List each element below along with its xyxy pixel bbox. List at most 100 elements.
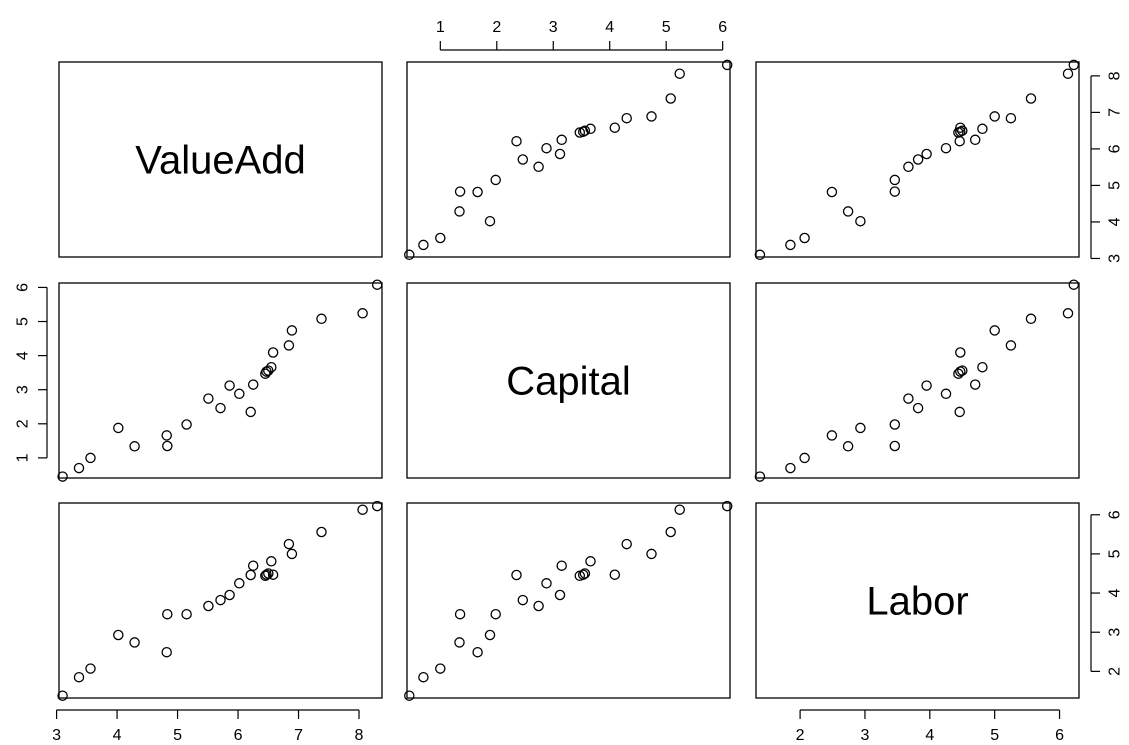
data-point <box>577 569 589 580</box>
tick-label: 3 <box>1107 254 1124 263</box>
panel-labor-vs-valueadd <box>57 500 383 701</box>
data-point <box>977 361 988 373</box>
data-point <box>162 608 173 620</box>
data-point <box>533 600 544 612</box>
data-point <box>646 111 657 122</box>
data-point <box>215 594 226 606</box>
data-point <box>247 560 259 571</box>
tick-label: 6 <box>15 283 32 292</box>
panel-capital-vs-capital: Capital <box>406 282 731 479</box>
data-point <box>940 142 952 154</box>
data-point <box>113 422 124 434</box>
data-point <box>842 441 854 452</box>
data-point <box>161 646 172 658</box>
tick-label: 5 <box>15 317 32 326</box>
data-point <box>129 441 140 452</box>
panel-labor-vs-labor: Labor <box>755 502 1080 699</box>
data-point <box>1068 59 1080 71</box>
tick-label: 5 <box>1107 181 1124 190</box>
data-point <box>554 589 566 601</box>
data-point <box>1005 340 1017 351</box>
data-point <box>435 663 446 674</box>
tick-label: 4 <box>1107 217 1124 226</box>
tick-label: 2 <box>1107 667 1124 676</box>
data-point <box>957 365 968 376</box>
panel-valueadd-vs-valueadd: ValueAdd <box>58 61 383 258</box>
panel-capital-vs-valueadd <box>57 279 383 482</box>
data-point <box>921 148 932 160</box>
data-point <box>435 232 446 244</box>
tick-label: 2 <box>15 419 32 428</box>
data-point <box>556 560 567 571</box>
panel-frame <box>406 61 731 258</box>
panel-frame <box>406 282 731 479</box>
data-point <box>665 526 676 538</box>
tick-label: 5 <box>173 727 182 744</box>
data-point <box>260 570 271 582</box>
data-point <box>889 440 901 452</box>
data-point <box>203 600 214 612</box>
data-point <box>371 279 383 290</box>
data-point <box>955 347 966 358</box>
tick-label: 4 <box>113 727 122 744</box>
tick-label: 6 <box>718 19 727 36</box>
tick-label: 4 <box>15 351 32 360</box>
tick-label: 5 <box>662 19 671 36</box>
tick-label: 2 <box>492 19 501 36</box>
data-point <box>490 174 501 186</box>
panel-frame <box>755 61 1080 258</box>
data-point <box>181 419 192 430</box>
data-point <box>129 637 140 648</box>
data-point <box>955 126 966 137</box>
data-point <box>73 462 85 474</box>
variable-label-valueadd: ValueAdd <box>135 139 306 183</box>
data-point <box>266 361 277 373</box>
panel-frame <box>755 502 1080 699</box>
tick-label: 8 <box>1107 71 1124 80</box>
tick-label: 3 <box>15 385 32 394</box>
data-point <box>484 629 496 641</box>
data-point <box>1068 279 1080 290</box>
data-point <box>940 388 952 400</box>
data-point <box>283 340 295 351</box>
data-point <box>577 126 589 137</box>
data-point <box>203 393 214 404</box>
data-point <box>842 206 854 217</box>
axis-top-capital: 1 2 3 4 5 6 <box>436 19 727 51</box>
tick-label: 7 <box>1107 108 1124 117</box>
data-point <box>517 594 529 606</box>
data-point <box>404 690 415 701</box>
data-point <box>977 123 988 135</box>
tick-label: 5 <box>1107 549 1124 558</box>
data-point <box>266 556 277 567</box>
data-point <box>454 186 466 197</box>
data-point <box>260 368 271 379</box>
data-point <box>181 608 192 620</box>
data-point <box>454 608 466 620</box>
axis-right-labor: 2 3 4 5 6 <box>1090 510 1124 676</box>
data-point <box>161 430 172 441</box>
data-point <box>454 206 465 217</box>
data-point <box>912 154 924 165</box>
data-point <box>721 500 733 512</box>
data-point <box>472 186 483 198</box>
data-point <box>921 380 932 391</box>
tick-label: 4 <box>1107 589 1124 598</box>
data-point <box>454 637 465 648</box>
data-point <box>785 239 796 251</box>
data-point <box>247 379 259 390</box>
data-point <box>889 174 901 186</box>
data-point <box>224 380 235 391</box>
data-point <box>903 161 914 173</box>
data-point <box>954 135 965 147</box>
data-point <box>533 161 544 173</box>
data-point <box>621 112 632 124</box>
variable-label-capital: Capital <box>506 360 631 404</box>
data-point <box>357 308 368 319</box>
data-point <box>1062 68 1074 79</box>
tick-label: 5 <box>990 727 999 744</box>
tick-label: 1 <box>436 19 445 36</box>
panel-frame <box>58 61 383 258</box>
panel-frame <box>755 282 1080 479</box>
